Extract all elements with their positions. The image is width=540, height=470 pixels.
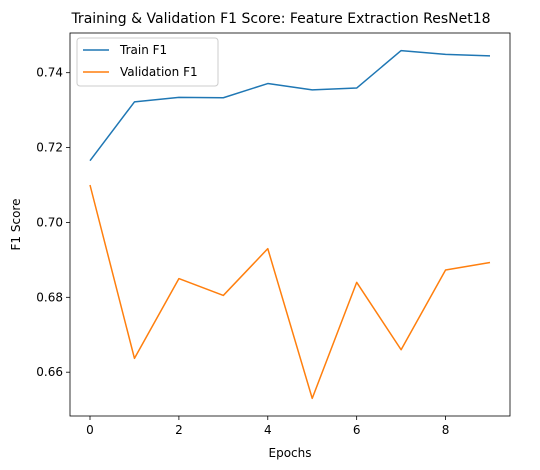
y-tick-label: 0.74 bbox=[36, 66, 63, 80]
validation-f1-line bbox=[89, 184, 491, 400]
x-tick-label: 8 bbox=[442, 423, 450, 437]
chart-title: Training & Validation F1 Score: Feature … bbox=[70, 11, 490, 27]
x-tick-label: 0 bbox=[86, 423, 94, 437]
series-lines bbox=[89, 49, 491, 400]
y-tick-label: 0.68 bbox=[36, 290, 63, 304]
legend-label-train: Train F1 bbox=[119, 43, 167, 57]
x-tick-label: 6 bbox=[353, 423, 361, 437]
y-tick-label: 0.70 bbox=[36, 215, 63, 229]
x-axis-ticks: 0 2 4 6 8 bbox=[86, 416, 449, 437]
legend: Train F1 Validation F1 bbox=[76, 37, 219, 87]
y-tick-label: 0.72 bbox=[36, 141, 63, 155]
y-axis-label: F1 Score bbox=[9, 199, 23, 251]
plot-frame bbox=[69, 32, 511, 417]
y-axis-ticks: 0.66 0.68 0.70 0.72 0.74 bbox=[36, 66, 70, 379]
y-tick-label: 0.66 bbox=[36, 365, 63, 379]
legend-box bbox=[76, 37, 219, 87]
x-tick-label: 4 bbox=[264, 423, 272, 437]
train-f1-line bbox=[89, 49, 491, 162]
legend-label-validation: Validation F1 bbox=[120, 65, 198, 79]
x-axis-label: Epochs bbox=[269, 446, 312, 460]
x-tick-label: 2 bbox=[175, 423, 183, 437]
